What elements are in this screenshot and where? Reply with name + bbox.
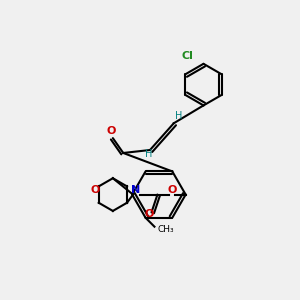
Text: Cl: Cl [181, 51, 193, 61]
Text: CH₃: CH₃ [158, 225, 174, 234]
Text: O: O [90, 185, 100, 195]
Text: O: O [144, 209, 154, 219]
Text: O: O [167, 185, 176, 195]
Text: H: H [145, 149, 152, 159]
Text: N: N [130, 185, 140, 195]
Text: H: H [175, 111, 182, 121]
Text: O: O [107, 126, 116, 136]
